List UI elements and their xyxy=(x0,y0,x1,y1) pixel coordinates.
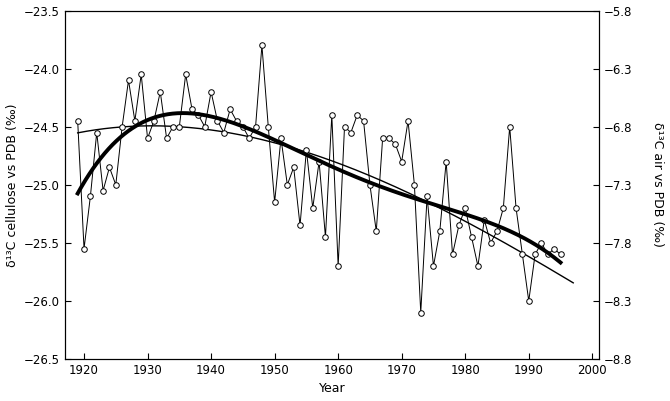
X-axis label: Year: Year xyxy=(318,383,345,395)
Y-axis label: δ¹³C cellulose vs PDB (‰): δ¹³C cellulose vs PDB (‰) xyxy=(5,103,19,267)
Y-axis label: δ¹³C air vs PDB (‰): δ¹³C air vs PDB (‰) xyxy=(651,122,665,247)
